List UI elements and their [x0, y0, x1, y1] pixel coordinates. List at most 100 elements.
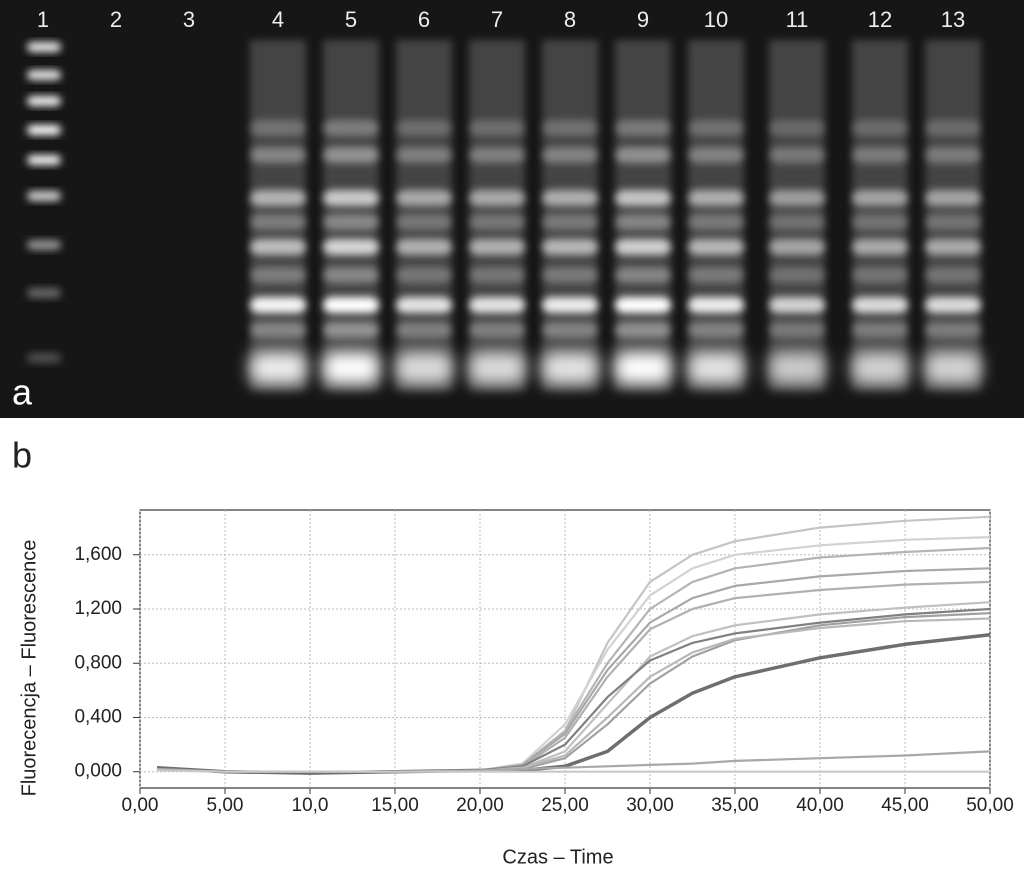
gel-band: [396, 214, 452, 230]
gel-band: [323, 322, 379, 338]
gel-band: [769, 190, 825, 206]
gel-band: [852, 297, 908, 313]
gel-band: [542, 120, 598, 136]
lane-label: 2: [110, 7, 122, 32]
panel-label: b: [12, 435, 32, 476]
x-tick-label: 35,00: [711, 795, 759, 816]
gel-band: [769, 352, 825, 384]
lane-label: 10: [704, 7, 728, 32]
gel-band: [925, 267, 981, 283]
gel-band: [615, 214, 671, 230]
gel-band: [769, 147, 825, 163]
x-tick-label: 0,00: [122, 795, 159, 816]
x-tick-label: 5,00: [207, 795, 244, 816]
x-tick-label: 50,00: [966, 795, 1014, 816]
gel-band: [469, 322, 525, 338]
gel-band: [615, 267, 671, 283]
gel-band: [925, 120, 981, 136]
gel-band: [852, 190, 908, 206]
gel-band: [688, 267, 744, 283]
x-axis-label: Czas – Time: [502, 846, 613, 868]
gel-band: [615, 239, 671, 255]
gel-band: [615, 190, 671, 206]
gel-band: [688, 147, 744, 163]
gel-band: [396, 267, 452, 283]
gel-band: [323, 267, 379, 283]
gel-band: [469, 190, 525, 206]
lane-label: 9: [637, 7, 649, 32]
gel-band: [542, 190, 598, 206]
gel-band: [542, 214, 598, 230]
gel-band: [396, 190, 452, 206]
line-series: [156, 633, 991, 775]
gel-band: [250, 352, 306, 384]
lane-label: 3: [183, 7, 195, 32]
lane-label: 12: [868, 7, 892, 32]
gel-band: [250, 239, 306, 255]
gel-band: [925, 190, 981, 206]
gel-band: [27, 96, 61, 106]
gel-band: [542, 147, 598, 163]
lane-label: 4: [272, 7, 284, 32]
gel-band: [396, 352, 452, 384]
gel-band: [852, 352, 908, 384]
gel-band: [469, 352, 525, 384]
gel-band: [27, 70, 61, 80]
lane-label: 6: [418, 7, 430, 32]
gel-band: [925, 147, 981, 163]
gel-band: [925, 239, 981, 255]
gel-band: [396, 120, 452, 136]
gel-band: [542, 267, 598, 283]
lane-label: 7: [491, 7, 503, 32]
gel-band: [396, 297, 452, 313]
gel-band: [688, 322, 744, 338]
gel-band: [769, 322, 825, 338]
gel-band: [469, 147, 525, 163]
gel-band: [323, 239, 379, 255]
gel-band: [323, 120, 379, 136]
gel-band: [769, 267, 825, 283]
gel-band: [469, 120, 525, 136]
gel-band: [250, 214, 306, 230]
gel-band: [852, 239, 908, 255]
lane-label: 1: [37, 7, 49, 32]
lane-label: 11: [786, 7, 809, 32]
gel-band: [27, 353, 61, 363]
gel-band: [469, 267, 525, 283]
gel-band: [542, 352, 598, 384]
gel-band: [27, 155, 61, 165]
gel-band: [925, 352, 981, 384]
gel-band: [615, 147, 671, 163]
gel-band: [769, 120, 825, 136]
gel-band: [250, 147, 306, 163]
gel-band: [688, 352, 744, 384]
x-tick-label: 40,00: [796, 795, 844, 816]
x-tick-label: 20,00: [456, 795, 504, 816]
gel-band: [323, 297, 379, 313]
gel-band: [688, 297, 744, 313]
gel-band: [615, 352, 671, 384]
x-tick-label: 25,00: [541, 795, 589, 816]
y-axis-label: Fluorecencja – Fluorescence: [18, 540, 40, 797]
gel-band: [769, 214, 825, 230]
gel-band: [769, 297, 825, 313]
gel-band: [250, 120, 306, 136]
gel-band: [323, 352, 379, 384]
gel-band: [250, 322, 306, 338]
line-series: [156, 769, 990, 773]
chart: 0,00 5,00 10,0 15,00 20,00 25,00 30,00 35,00 40,…: [74, 510, 1014, 816]
y-tick-label: 0,400: [74, 706, 122, 727]
lane-label: 13: [941, 7, 965, 32]
y-tick-label: 1,200: [74, 598, 122, 619]
gel-band: [615, 297, 671, 313]
gel-band: [27, 191, 61, 201]
gel-band: [396, 239, 452, 255]
gel-band: [27, 288, 61, 298]
y-tick-label: 0,800: [74, 652, 122, 673]
gel-band: [323, 190, 379, 206]
gel-band: [27, 240, 61, 250]
x-tick-label: 15,00: [371, 795, 419, 816]
gel-band: [396, 147, 452, 163]
gel-band: [925, 297, 981, 313]
